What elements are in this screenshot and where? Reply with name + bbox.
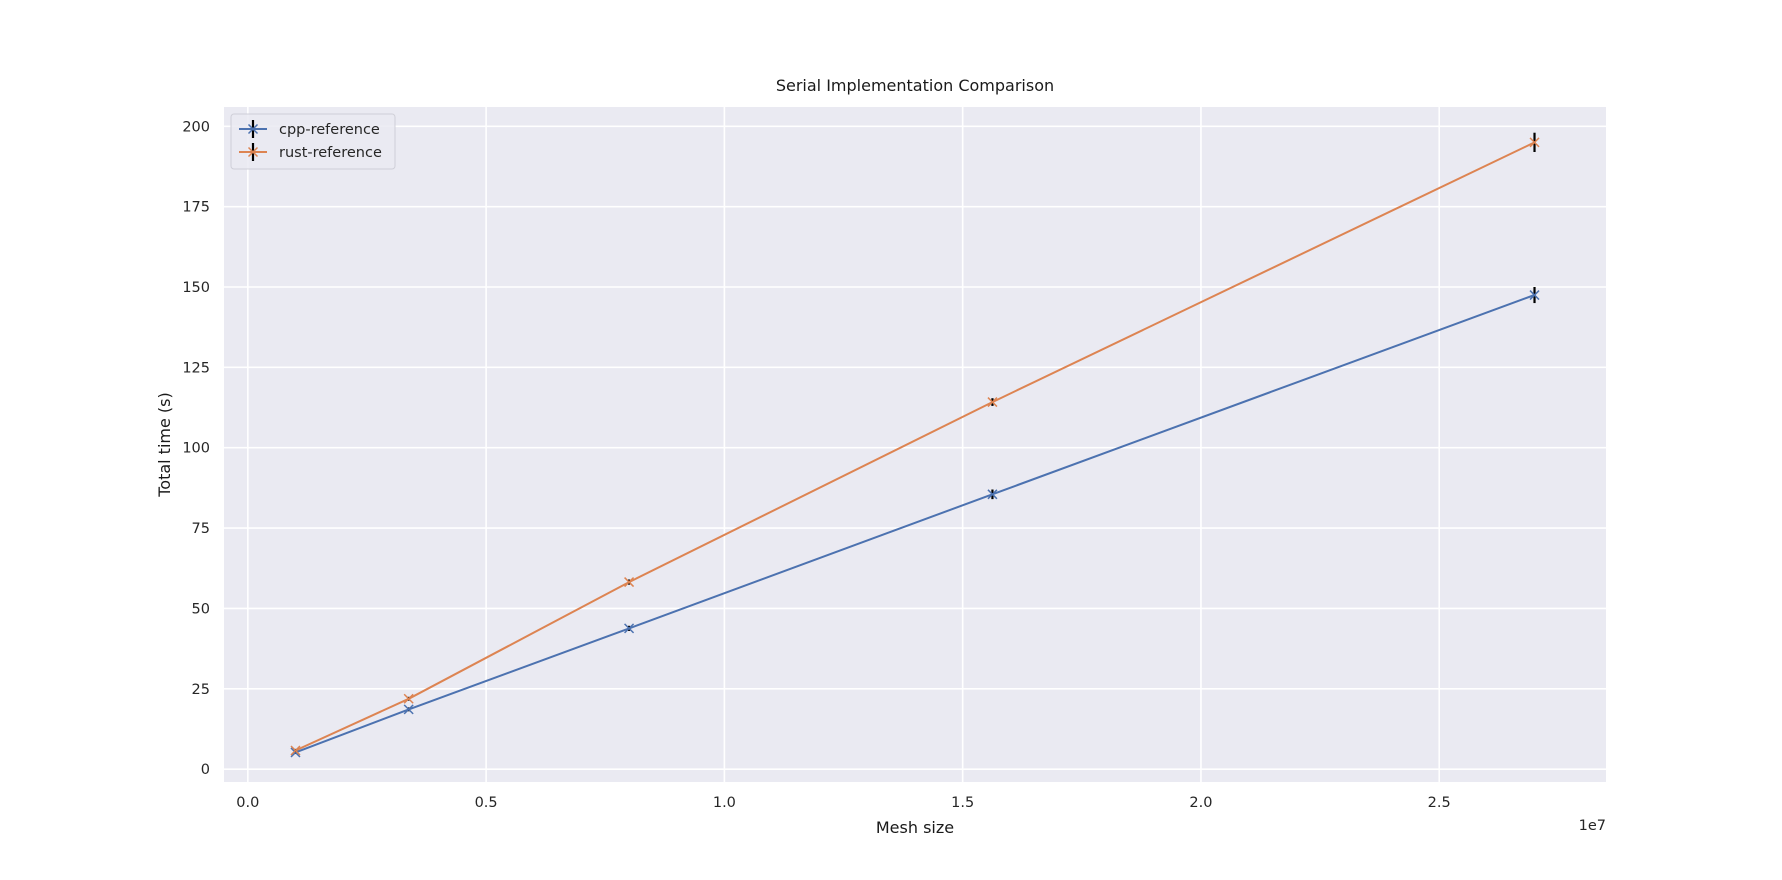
x-axis-label: Mesh size [876,818,954,837]
data-point-marker [247,146,259,158]
grid-lines [224,107,1606,782]
legend-label: rust-reference [279,145,382,161]
y-tick-label: 100 [182,441,210,457]
data-point-marker [1529,290,1540,301]
y-tick-label: 75 [192,521,210,537]
data-point-marker [403,704,414,715]
x-axis-offset-label: 1e7 [1579,818,1606,834]
x-tick-labels: 0.0 0.5 1.0 1.5 2.0 2.5 [236,795,1450,811]
data-point-marker [987,489,998,500]
legend-item: cpp-reference [239,120,380,138]
data-point-marker [403,693,414,704]
y-axis-label: Total time (s) [155,392,174,498]
x-tick-label: 2.0 [1189,795,1212,811]
x-tick-label: 0.5 [475,795,498,811]
y-tick-label: 125 [182,360,210,376]
data-point-marker [290,745,301,756]
legend: cpp-reference rust-reference [230,113,396,170]
series-layer [290,132,1540,758]
legend-item: rust-reference [239,143,382,161]
x-tick-label: 2.5 [1428,795,1451,811]
data-point-marker [624,577,635,588]
y-tick-label: 150 [182,280,210,296]
y-tick-label: 50 [192,601,210,617]
legend-label: cpp-reference [279,122,380,138]
data-point-marker [987,397,998,408]
y-tick-label: 25 [192,682,210,698]
x-tick-label: 1.5 [951,795,974,811]
x-tick-label: 1.0 [713,795,736,811]
y-tick-label: 175 [182,200,210,216]
y-tick-labels: 0 25 50 75 100 125 150 175 200 [182,119,210,778]
series-rust-reference [290,132,1540,756]
data-point-marker [1529,137,1540,148]
y-tick-label: 200 [182,119,210,135]
y-tick-label: 0 [201,762,210,778]
legend-frame [230,113,396,170]
data-point-marker [247,123,259,135]
x-tick-label: 0.0 [236,795,259,811]
chart-title: Serial Implementation Comparison [776,76,1054,95]
data-point-marker [624,623,635,634]
